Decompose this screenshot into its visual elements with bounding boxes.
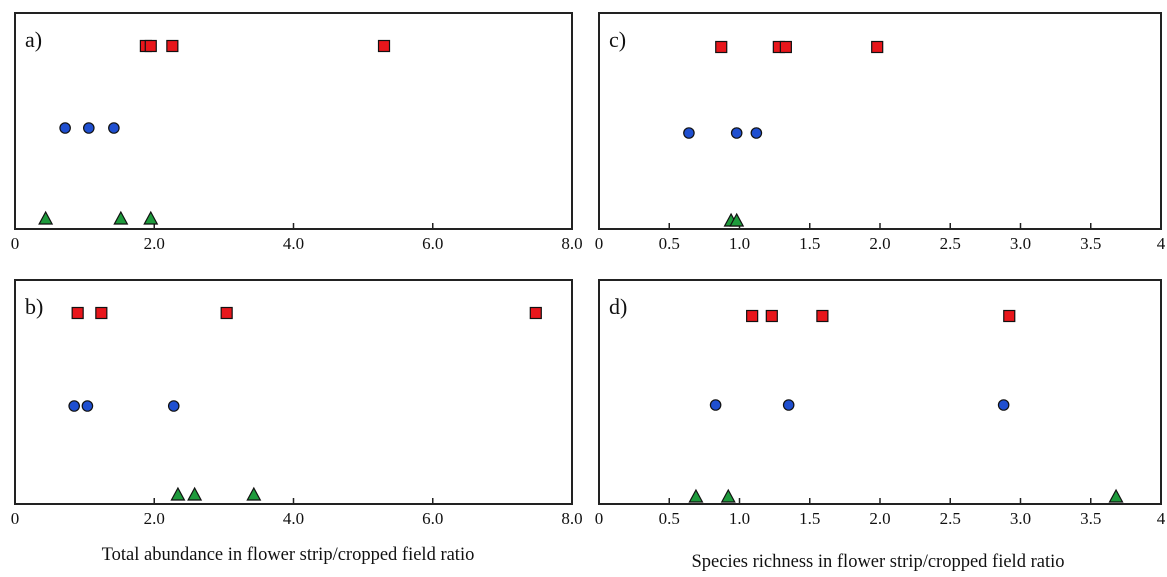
square-marker: [144, 39, 157, 53]
panel-label: a): [25, 27, 42, 52]
triangle-marker: [720, 488, 736, 503]
plot-frame: [598, 279, 1162, 505]
panel-d: d) 0 0.5 1.0 1.5 2.0 2.5 3.0 3.5 4: [595, 279, 1166, 528]
square-marker: [779, 40, 792, 54]
panel-label: d): [609, 294, 627, 319]
x-tick-label: 3.5: [1080, 509, 1101, 528]
square-marker: [166, 39, 179, 53]
x-tick-label: 4: [1157, 234, 1166, 253]
panel-label: b): [25, 294, 43, 319]
x-tick-label: 2.0: [144, 509, 165, 528]
x-tick-label: 6.0: [422, 234, 443, 253]
square-marker: [95, 306, 108, 320]
triangle-marker: [1108, 488, 1124, 503]
square-marker: [871, 40, 884, 54]
square-marker: [1003, 309, 1016, 323]
square-marker: [377, 39, 391, 53]
square-marker: [816, 309, 829, 323]
square-marker: [765, 309, 778, 323]
plot-frame: [14, 12, 573, 230]
triangle-marker: [187, 486, 203, 501]
circle-marker: [167, 400, 180, 412]
x-tick-label: 3.0: [1010, 509, 1031, 528]
triangle-marker: [246, 486, 262, 501]
x-tick-label: 4.0: [283, 234, 304, 253]
x-tick-label: 8.0: [561, 509, 582, 528]
x-tick-label: 2.0: [869, 234, 890, 253]
x-tick-label: 1.5: [799, 234, 820, 253]
x-tick-label: 4.0: [283, 509, 304, 528]
x-tick-label: 8.0: [561, 234, 582, 253]
circle-marker: [683, 127, 695, 139]
triangle-marker: [729, 212, 745, 227]
circle-marker: [83, 122, 95, 134]
triangle-marker: [113, 210, 129, 225]
x-tick-label: 1.5: [799, 509, 820, 528]
panel-b: b) 0 2.0 4.0 6.0 8.0: [11, 279, 583, 528]
x-tick-label: 0: [11, 509, 20, 528]
x-tick-label: 3.5: [1080, 234, 1101, 253]
x-tick-label: 1.0: [729, 234, 750, 253]
circle-marker: [59, 122, 71, 134]
x-tick-label: 3.0: [1010, 234, 1031, 253]
x-axis-label-left: Total abundance in flower strip/cropped …: [102, 545, 475, 565]
x-tick-label: 1.0: [729, 509, 750, 528]
triangle-marker: [38, 210, 54, 225]
circle-marker: [997, 399, 1010, 411]
circle-marker: [81, 400, 94, 412]
circle-marker: [68, 400, 80, 412]
x-tick-label: 2.5: [940, 509, 961, 528]
x-tick-label: 0: [11, 234, 20, 253]
triangle-marker: [170, 486, 186, 501]
x-tick-label: 0: [595, 234, 604, 253]
circle-marker: [750, 127, 763, 139]
x-tick-label: 6.0: [422, 509, 443, 528]
x-tick-label: 0.5: [659, 509, 680, 528]
x-tick-label: 4: [1157, 509, 1166, 528]
triangle-marker: [688, 488, 704, 503]
x-tick-label: 2.5: [940, 234, 961, 253]
square-marker: [746, 309, 759, 323]
x-tick-label: 0: [595, 509, 604, 528]
panel-c: c) 0 0.5 1.0 1.5 2.0 2.5 3.0 3.5 4: [595, 12, 1166, 253]
square-marker: [220, 306, 233, 320]
circle-marker: [730, 127, 743, 139]
triangle-marker: [143, 210, 159, 225]
square-marker: [529, 306, 542, 320]
circle-marker: [782, 399, 795, 411]
x-tick-label: 2.0: [869, 509, 890, 528]
x-axis-label-right: Species richness in flower strip/cropped…: [692, 552, 1065, 572]
x-tick-label: 2.0: [144, 234, 165, 253]
square-marker: [715, 40, 728, 54]
square-marker: [71, 306, 84, 320]
panel-a: a) 0 2.0 4.0 6.0 8.0: [11, 12, 583, 253]
circle-marker: [108, 122, 120, 134]
circle-marker: [709, 399, 722, 411]
panel-label: c): [609, 27, 626, 52]
x-tick-label: 0.5: [659, 234, 680, 253]
